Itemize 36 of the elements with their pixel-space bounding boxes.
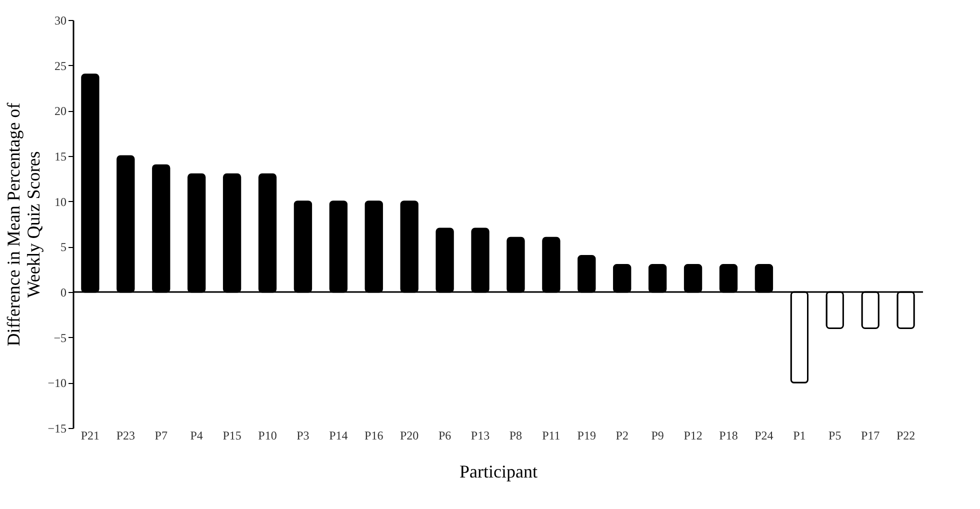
x-axis-title: Participant: [460, 462, 538, 482]
x-tick-label: P3: [296, 428, 310, 442]
x-tick-label: P20: [400, 428, 419, 442]
y-axis-title: Difference in Mean Percentage of Weekly Quiz Scores: [4, 102, 44, 346]
y-tick-label: 30: [54, 14, 66, 28]
x-tick-label: P19: [577, 428, 596, 442]
x-tick-label: P5: [828, 428, 842, 442]
y-tick-label: 15: [54, 150, 66, 164]
x-tick-label: P1: [793, 428, 806, 442]
x-tick-label: P13: [470, 428, 490, 442]
x-tick-label: P9: [651, 428, 664, 442]
x-tick-label: P21: [80, 428, 100, 442]
y-tick-label: −15: [48, 422, 66, 436]
x-tick-label: P23: [116, 428, 136, 442]
y-tick-label: 10: [54, 194, 66, 209]
y-tick-label: −10: [48, 376, 66, 390]
x-tick-label: P6: [438, 428, 452, 442]
x-tick-label: P16: [364, 428, 384, 442]
x-tick-label: P7: [154, 428, 168, 442]
x-tick-label: P2: [616, 428, 628, 442]
x-tick-label: P11: [542, 428, 560, 442]
y-tick-label: −5: [54, 330, 66, 345]
x-tick-label: P17: [860, 428, 880, 442]
x-tick-label: P15: [222, 428, 242, 442]
x-tick-label: P8: [509, 428, 522, 442]
x-tick-label: P18: [719, 428, 738, 442]
y-tick-label: 25: [54, 58, 66, 73]
y-tick-label: 5: [60, 240, 66, 254]
x-tick-label: P24: [754, 428, 774, 442]
x-tick-label: P4: [190, 428, 203, 442]
x-tick-label: P10: [258, 428, 277, 442]
y-tick-label: 20: [54, 104, 66, 118]
x-tick-label: P22: [896, 428, 916, 442]
x-tick-label: P14: [329, 428, 348, 442]
x-tick-label: P12: [684, 428, 702, 442]
y-tick-label: 0: [60, 286, 66, 300]
